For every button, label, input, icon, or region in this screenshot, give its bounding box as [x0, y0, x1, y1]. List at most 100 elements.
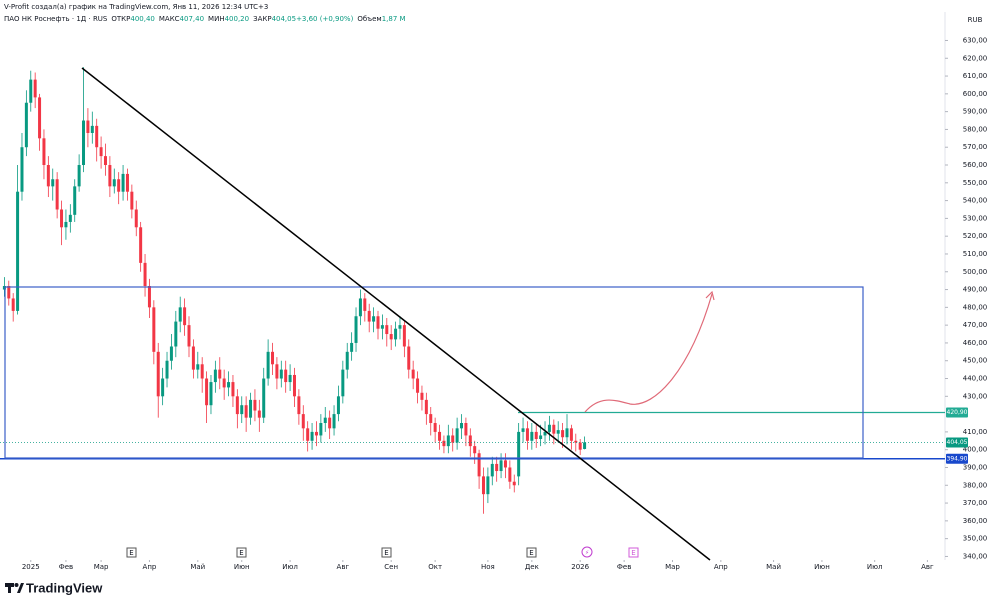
candle-body: [583, 442, 587, 449]
candle-body: [477, 453, 481, 477]
field-label: ОТКР: [111, 15, 130, 23]
event-icon[interactable]: [628, 547, 639, 558]
event-icon[interactable]: [236, 547, 247, 558]
candle-body: [275, 364, 279, 379]
candle-body: [292, 374, 296, 397]
y-tick-label: 570,00: [963, 143, 988, 151]
candle-body: [112, 179, 116, 187]
candle-body: [7, 286, 11, 299]
candle-body: [235, 396, 239, 415]
candle-body: [301, 414, 305, 429]
candle-body: [121, 173, 125, 192]
y-tick-label: 520,00: [963, 232, 988, 240]
candle-body: [60, 209, 64, 228]
candle-body: [130, 191, 134, 210]
candle-body: [464, 423, 468, 436]
candle-body: [253, 399, 257, 411]
candle-body: [512, 481, 516, 486]
price-tag: [946, 407, 968, 418]
candle-body: [262, 378, 266, 418]
y-tick-label: 550,00: [963, 179, 988, 187]
candle-body: [125, 173, 129, 192]
y-tick-label: 610,00: [963, 72, 988, 80]
candle-body: [429, 414, 433, 423]
candle-body: [64, 221, 68, 228]
y-tick-label: 490,00: [963, 286, 988, 294]
event-label: E: [631, 549, 635, 557]
candle-body: [495, 463, 499, 472]
candle-body: [205, 378, 209, 406]
candle-body: [468, 435, 472, 447]
x-tick-label: Май: [766, 563, 781, 571]
candle-body: [24, 102, 28, 148]
y-tick-label: 620,00: [963, 54, 988, 62]
y-tick-label: 440,00: [963, 375, 988, 383]
candle-body: [103, 156, 107, 166]
candle-body: [227, 382, 231, 388]
candle-body: [196, 364, 200, 370]
y-tick-label: 460,00: [963, 339, 988, 347]
candle-body: [257, 410, 261, 418]
price-tag: [946, 437, 968, 448]
candle-body: [161, 378, 165, 397]
x-tick-label: Сен: [384, 563, 398, 571]
candle-body: [539, 435, 543, 440]
candle-body: [222, 378, 226, 388]
event-icon[interactable]: [381, 547, 392, 558]
event-icon[interactable]: [526, 547, 537, 558]
candle-body: [143, 262, 147, 286]
events: E E E E ⚡ E: [126, 546, 639, 558]
field-value: 407,40: [180, 15, 205, 23]
candle-body: [86, 120, 90, 133]
candle-body: [332, 414, 336, 429]
candle-body: [209, 382, 213, 406]
y-tick-label: 350,00: [963, 535, 988, 543]
candle-body: [367, 310, 371, 322]
candle-body: [372, 316, 376, 322]
candle-body: [271, 351, 275, 365]
candle-body: [42, 138, 46, 166]
currency: RUB: [968, 16, 983, 24]
candle-body: [534, 431, 538, 440]
x-tick-label: Июн: [234, 563, 250, 571]
candle-body: [407, 346, 411, 370]
candle-body: [244, 405, 248, 418]
candle-body: [547, 424, 551, 432]
candle-body: [354, 316, 358, 343]
candle-body: [319, 423, 323, 436]
candle-body: [442, 440, 446, 447]
candle-body: [240, 405, 244, 415]
y-tick-label: 380,00: [963, 481, 988, 489]
event-icon[interactable]: [581, 546, 593, 558]
x-tick-label: Апр: [143, 563, 157, 571]
price-tag-label: 420,90: [947, 409, 968, 416]
candle-body: [284, 369, 288, 383]
candle-body: [521, 428, 525, 432]
candle-body: [411, 369, 415, 379]
y-tick-label: 500,00: [963, 268, 988, 276]
y-tick-label: 370,00: [963, 499, 988, 507]
event-label: E: [129, 549, 133, 557]
x-tick-label: 2026: [571, 563, 589, 571]
candle-body: [90, 125, 94, 133]
x-tick-label: Мар: [665, 563, 680, 571]
candle-body: [433, 423, 437, 432]
y-tick-label: 410,00: [963, 428, 988, 436]
candle-body: [178, 307, 182, 322]
candle-body: [517, 431, 521, 477]
y-tick-label: 450,00: [963, 357, 988, 365]
candle-body: [306, 428, 310, 441]
x-tick-label: Ноя: [481, 563, 495, 571]
candle-body: [51, 179, 55, 187]
brand: TradingView: [26, 580, 103, 595]
event-icon[interactable]: [126, 547, 137, 558]
candle-body: [73, 186, 77, 215]
x-tick-label: Июл: [867, 563, 883, 571]
y-tick-label: 480,00: [963, 303, 988, 311]
candle-body: [578, 442, 582, 450]
candle-body: [169, 346, 173, 361]
x-tick-label: Июл: [282, 563, 298, 571]
candle-body: [20, 147, 24, 192]
candle-body: [314, 431, 318, 436]
